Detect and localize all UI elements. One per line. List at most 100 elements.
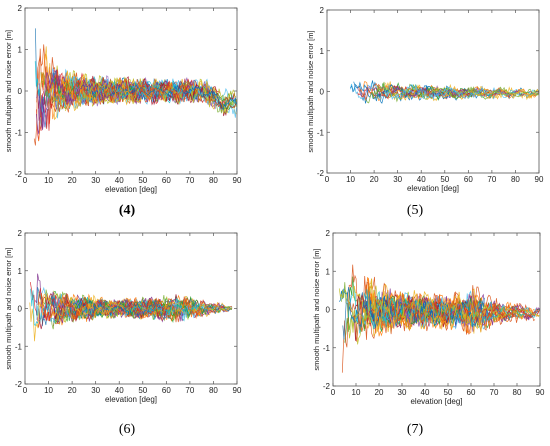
chart-panel-6: 0 10 20 30 40 50 60 70 80 90 -2 -1 0 1 2 elevation [deg… — [0, 223, 275, 446]
y-tick-label: 0 — [326, 306, 331, 315]
series-group — [29, 273, 233, 342]
x-tick-label: 30 — [91, 386, 100, 395]
x-tick-label: 50 — [138, 176, 147, 185]
y-axis-label: smooth multipath and noise error [m] — [4, 30, 13, 152]
y-tick-label: 2 — [18, 4, 23, 13]
series-line — [55, 293, 219, 325]
y-axis-label: smooth multipath and noise error [m] — [306, 30, 315, 152]
series-line — [362, 297, 465, 326]
y-tick-label: -2 — [15, 170, 23, 179]
x-tick-label: 40 — [115, 386, 124, 395]
y-tick-label: 2 — [326, 229, 331, 238]
chart-svg-4: 0 10 20 30 40 50 60 70 80 90 -2 -1 0 1 2 elevation [deg… — [4, 4, 242, 194]
y-tick-label: -1 — [323, 344, 331, 353]
chart-caption-5: (5) — [406, 203, 424, 218]
series-line — [341, 264, 528, 373]
y-tick-label: -1 — [15, 129, 23, 138]
series-line — [354, 294, 467, 322]
y-tick-label: 2 — [18, 229, 23, 238]
x-tick-label: 90 — [536, 388, 545, 397]
series-line — [46, 80, 187, 105]
x-tick-label: 90 — [535, 175, 544, 184]
y-tick-label: -2 — [323, 382, 331, 391]
x-tick-label: 80 — [209, 176, 218, 185]
x-tick-label: 10 — [44, 176, 53, 185]
chart-svg-7: 0 10 20 30 40 50 60 70 80 90 -2 -1 0 1 2 elevation [deg… — [312, 229, 545, 406]
x-tick-label: 0 — [23, 176, 28, 185]
chart-caption-7: (7) — [406, 422, 424, 437]
series-line — [29, 293, 124, 342]
series-line — [366, 289, 539, 329]
y-tick-label: 1 — [18, 267, 23, 276]
x-tick-label: 60 — [467, 388, 476, 397]
y-tick-label: -1 — [15, 342, 23, 351]
x-tick-label: 60 — [162, 386, 171, 395]
x-tick-label: 20 — [375, 388, 384, 397]
x-tick-label: 40 — [115, 176, 124, 185]
series-line — [365, 81, 539, 104]
x-tick-label: 50 — [444, 388, 453, 397]
series-line — [83, 303, 217, 314]
x-tick-label: 80 — [511, 175, 520, 184]
chart-svg-5: 0 10 20 30 40 50 60 70 80 90 -2 -1 0 1 2 elevation [deg… — [306, 6, 544, 193]
x-tick-label: 80 — [209, 386, 218, 395]
series-group — [338, 264, 540, 373]
series-line — [37, 288, 167, 322]
x-tick-label: 90 — [233, 386, 242, 395]
y-tick-label: -2 — [15, 380, 23, 389]
y-tick-label: 0 — [320, 88, 325, 97]
chart-svg-6: 0 10 20 30 40 50 60 70 80 90 -2 -1 0 1 2 elevation [deg… — [4, 229, 242, 404]
x-tick-label: 70 — [487, 175, 496, 184]
series-line — [72, 300, 161, 318]
x-tick-label: 70 — [185, 176, 194, 185]
series-line — [70, 298, 232, 320]
x-tick-label: 20 — [370, 175, 379, 184]
x-tick-label: 10 — [346, 175, 355, 184]
x-tick-label: 60 — [162, 176, 171, 185]
series-line — [74, 302, 233, 314]
y-axis-label: smooth multipath and noise error [m] — [312, 248, 321, 370]
x-tick-label: 30 — [393, 175, 402, 184]
series-line — [367, 278, 482, 332]
x-tick-label: 70 — [185, 386, 194, 395]
y-tick-label: 0 — [18, 305, 23, 314]
chart-panel-4: 0 10 20 30 40 50 60 70 80 90 -2 -1 0 1 2 elevation [deg… — [0, 0, 275, 223]
x-tick-label: 30 — [398, 388, 407, 397]
series-group — [349, 80, 539, 104]
y-tick-label: 1 — [326, 267, 331, 276]
y-tick-label: 1 — [18, 46, 23, 55]
x-tick-label: 0 — [23, 386, 28, 395]
series-line — [384, 83, 489, 101]
x-axis-label: elevation [deg] — [410, 397, 462, 406]
y-axis-label: smooth multipath and noise error [m] — [4, 247, 13, 369]
series-line — [80, 76, 237, 114]
x-axis-label: elevation [deg] — [407, 184, 459, 193]
y-tick-label: 0 — [18, 87, 23, 96]
x-tick-label: 60 — [464, 175, 473, 184]
x-tick-label: 30 — [91, 176, 100, 185]
x-tick-label: 50 — [138, 386, 147, 395]
chart-caption-6: (6) — [118, 422, 136, 437]
x-tick-label: 90 — [233, 176, 242, 185]
series-line — [36, 69, 124, 135]
x-tick-label: 10 — [352, 388, 361, 397]
x-tick-label: 20 — [68, 176, 77, 185]
x-axis-label: elevation [deg] — [105, 395, 157, 404]
y-tick-label: -2 — [317, 169, 325, 178]
y-tick-label: 2 — [320, 6, 325, 15]
x-tick-label: 0 — [325, 175, 330, 184]
x-tick-label: 20 — [68, 386, 77, 395]
x-tick-label: 10 — [44, 386, 53, 395]
x-tick-label: 40 — [421, 388, 430, 397]
x-tick-label: 70 — [490, 388, 499, 397]
y-tick-label: 1 — [320, 47, 325, 56]
x-tick-label: 40 — [417, 175, 426, 184]
x-tick-label: 80 — [513, 388, 522, 397]
chart-panel-5: 0 10 20 30 40 50 60 70 80 90 -2 -1 0 1 2 elevation [deg… — [275, 0, 550, 223]
x-tick-label: 0 — [331, 388, 336, 397]
y-tick-label: -1 — [317, 128, 325, 137]
series-line — [338, 288, 540, 325]
series-line — [350, 81, 451, 102]
x-axis-label: elevation [deg] — [105, 185, 157, 194]
x-tick-label: 50 — [440, 175, 449, 184]
